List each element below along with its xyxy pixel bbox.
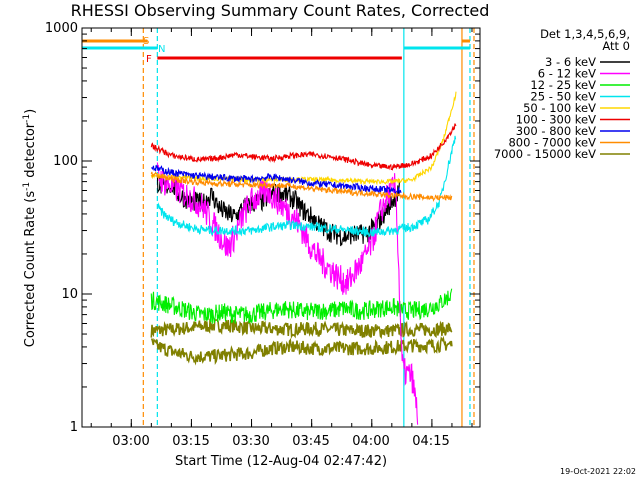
y-axis-title: Corrected Count Rate (s-1 detector-1) [22, 109, 38, 347]
legend-label-1: 6 - 12 keV [538, 67, 596, 81]
x-tick-label-0315: 03:15 [172, 434, 209, 449]
x-axis-labels: 03:00 03:15 03:30 03:45 04:00 04:15 [112, 434, 449, 449]
series-line-25-50kev [156, 135, 457, 238]
axis-ticks [82, 28, 480, 428]
status-flag-bars: SNF [82, 36, 470, 65]
flag-label-saa: S [143, 36, 149, 47]
y-tick-label-10: 10 [61, 287, 78, 302]
series-line-7000-15000-kev-lower [150, 335, 453, 366]
legend-header-line-1: Det 1,3,4,5,6,9, [540, 27, 630, 41]
x-tick-label-0400: 04:00 [352, 434, 389, 449]
x-axis-title: Start Time (12-Aug-04 02:47:42) [175, 454, 387, 469]
series-line-50-100kev [150, 91, 457, 186]
x-tick-label-0415: 04:15 [412, 434, 449, 449]
legend-label-5: 100 - 300 keV [516, 113, 596, 127]
series-lines [150, 91, 457, 425]
series-line-6-12kev [156, 162, 419, 425]
series-line-100-300kev [150, 123, 457, 171]
legend-label-4: 50 - 100 keV [523, 101, 596, 115]
plot-area: SNF [81, 27, 481, 428]
series-line-7000-15000-kev-upper [150, 318, 453, 340]
y-tick-label-100: 100 [53, 154, 78, 169]
flag-label-night: N [158, 44, 165, 55]
legend-label-6: 300 - 800 keV [516, 124, 596, 138]
series-line-12-25kev [150, 288, 453, 324]
generation-timestamp: 19-Oct-2021 22:02 [560, 467, 636, 476]
legend-header-line-2: Att 0 [602, 39, 630, 53]
x-tick-label-0330: 03:30 [232, 434, 269, 449]
y-tick-label-1: 1 [70, 420, 78, 435]
plot-frame [81, 27, 481, 428]
legend-label-7: 800 - 7000 keV [508, 136, 596, 150]
y-axis-labels: 1000 100 10 1 [45, 21, 78, 435]
legend-label-2: 12 - 25 keV [530, 78, 596, 92]
x-tick-label-0300: 03:00 [112, 434, 149, 449]
x-tick-label-0345: 03:45 [292, 434, 329, 449]
chart-title: RHESSI Observing Summary Count Rates, Co… [71, 1, 490, 20]
legend-label-0: 3 - 6 keV [545, 55, 596, 69]
legend-label-3: 25 - 50 keV [530, 90, 596, 104]
flag-label-flare: F [146, 54, 152, 65]
series-line-800-7000kev [150, 171, 453, 203]
y-tick-label-1000: 1000 [45, 21, 78, 36]
legend-label-8: 7000 - 15000 keV [494, 147, 596, 161]
